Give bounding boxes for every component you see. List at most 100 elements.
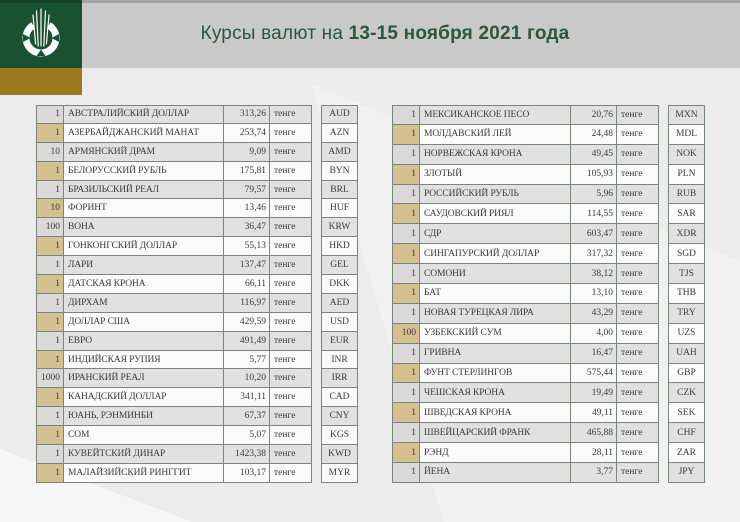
cell-unit: тенге [270,218,312,238]
cell-unit: тенге [617,124,659,145]
cell-unit: тенге [617,303,659,324]
cell-unit: тенге [617,144,659,165]
cell-qty: 1 [392,204,420,225]
cell-code: DKK [321,275,358,294]
currency-row: 10 ФОРИНТ 13,46 тенге HUF [36,199,358,219]
cell-rate: 103,17 [224,463,270,483]
cell-rate: 66,11 [224,275,270,294]
cell-name: ФУНТ СТЕРЛИНГОВ [420,363,571,384]
cell-code: KWD [321,445,358,464]
cell-name: НОВАЯ ТУРЕЦКАЯ ЛИРА [420,303,571,324]
rates-table-left: 1 АВСТРАЛИЙСКИЙ ДОЛЛАР 313,26 тенге AUD 1 АЗЕР… [36,105,358,483]
cell-code: NOK [668,144,705,165]
cell-name: ЛАРИ [64,256,224,276]
cell-code: RUB [668,184,705,205]
cell-rate: 5,07 [224,426,270,446]
cell-code: AZN [321,123,358,143]
cell-qty: 10 [36,199,64,219]
cell-code: SGD [668,244,705,265]
cell-unit: тенге [617,443,659,464]
currency-row: 1 МЕКСИКАНСКОЕ ПЕСО 20,76 тенге MXN [392,105,705,125]
currency-row: 1 КУВЕЙТСКИЙ ДИНАР 1423,38 тенге KWD [36,445,358,464]
cell-rate: 67,37 [224,407,270,427]
cell-rate: 114,55 [571,204,617,225]
cell-rate: 20,76 [571,105,617,125]
cell-code: KRW [321,218,358,238]
cell-unit: тенге [617,463,659,483]
cell-rate: 3,77 [571,463,617,483]
cell-qty: 1 [392,224,420,245]
cell-name: ИРАНСКИЙ РЕАЛ [64,369,224,389]
currency-row: 1 ГРИВНА 16,47 тенге UAH [392,343,705,364]
cell-code: HKD [321,237,358,257]
cell-name: ГРИВНА [420,343,571,364]
cell-code: JPY [668,463,705,483]
cell-name: БЕЛОРУССКИЙ РУБЛЬ [64,161,224,181]
cell-name: ГОНКОНГСКИЙ ДОЛЛАР [64,237,224,257]
gold-accent-bar [0,68,82,95]
cell-qty: 10 [36,142,64,162]
cell-unit: тенге [617,164,659,185]
cell-name: ДАТСКАЯ КРОНА [64,275,224,294]
cell-unit: тенге [270,161,312,181]
cell-unit: тенге [270,293,312,313]
cell-code: PLN [668,164,705,185]
cell-qty: 1 [36,237,64,257]
cell-name: МАЛАЙЗИЙСКИЙ РИНГГИТ [64,463,224,483]
cell-code: AED [321,293,358,313]
cell-unit: тенге [617,383,659,404]
cell-code: BRL [321,180,358,200]
currency-row: 1 НОВАЯ ТУРЕЦКАЯ ЛИРА 43,29 тенге TRY [392,303,705,324]
cell-name: ЕВРО [64,331,224,351]
top-shade-strip [0,0,740,3]
cell-qty: 1 [36,312,64,332]
cell-code: CNY [321,407,358,427]
cell-unit: тенге [617,204,659,225]
cell-code: KGS [321,426,358,446]
currency-row: 1 НОРВЕЖСКАЯ КРОНА 49,45 тенге NOK [392,144,705,165]
cell-rate: 19,49 [571,383,617,404]
cell-code: INR [321,350,358,370]
cell-rate: 429,59 [224,312,270,332]
cell-qty: 1 [392,164,420,185]
cell-rate: 43,29 [571,303,617,324]
cell-rate: 105,93 [571,164,617,185]
bank-logo [0,0,82,68]
currency-row: 1 КАНАДСКИЙ ДОЛЛАР 341,11 тенге CAD [36,388,358,408]
currency-row: 1 МАЛАЙЗИЙСКИЙ РИНГГИТ 103,17 тенге MYR [36,463,358,483]
wheat-emblem-icon [22,8,60,57]
cell-rate: 253,74 [224,123,270,143]
currency-row: 1 САУДОВСКИЙ РИЯЛ 114,55 тенге SAR [392,204,705,225]
cell-qty: 1 [36,161,64,181]
currency-row: 1 ДИРХАМ 116,97 тенге AED [36,293,358,313]
cell-code: XDR [668,224,705,245]
cell-qty: 1 [36,426,64,446]
cell-rate: 341,11 [224,388,270,408]
cell-rate: 5,96 [571,184,617,205]
cell-name: ШВЕЙЦАРСКИЙ ФРАНК [420,423,571,444]
title-regular: Курсы валют на [200,23,349,44]
cell-unit: тенге [617,264,659,285]
cell-rate: 317,32 [571,244,617,265]
cell-rate: 28,11 [571,443,617,464]
cell-name: СДР [420,224,571,245]
cell-qty: 1 [392,463,420,483]
cell-name: БРАЗИЛЬСКИЙ РЕАЛ [64,180,224,200]
currency-row: 100 УЗБЕКСКИЙ СУМ 4,00 тенге UZS [392,323,705,344]
cell-unit: тенге [270,199,312,219]
currency-row: 1 РОССИЙСКИЙ РУБЛЬ 5,96 тенге RUB [392,184,705,205]
cell-name: АЗЕРБАЙДЖАНСКИЙ МАНАТ [64,123,224,143]
currency-row: 1 ЙЕНА 3,77 тенге JPY [392,463,705,483]
cell-qty: 1 [392,443,420,464]
cell-name: СОМОНИ [420,264,571,285]
cell-code: IRR [321,369,358,389]
cell-rate: 36,47 [224,218,270,238]
cell-qty: 1 [392,343,420,364]
cell-code: ZAR [668,443,705,464]
cell-qty: 1 [392,303,420,324]
cell-rate: 13,46 [224,199,270,219]
cell-code: EUR [321,331,358,351]
currency-row: 1 ЛАРИ 137,47 тенге GEL [36,256,358,276]
cell-qty: 1 [36,350,64,370]
